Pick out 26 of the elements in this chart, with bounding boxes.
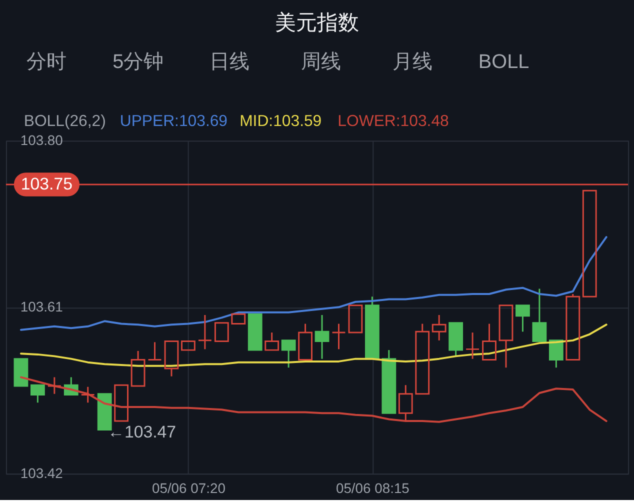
text: 日线 bbox=[210, 51, 250, 74]
text: 月线 bbox=[392, 51, 432, 74]
legend-title: BOLL(26,2) bbox=[24, 112, 106, 130]
y-tick-label: 103.80 bbox=[20, 132, 64, 148]
text: 周线 bbox=[300, 51, 341, 74]
annotation: ←103.47 bbox=[108, 422, 176, 442]
line-series bbox=[20, 324, 608, 367]
y-tick-label: 103.61 bbox=[20, 298, 64, 315]
text: 5分钟 bbox=[112, 51, 164, 74]
chart-title: 美元指数 bbox=[275, 11, 359, 34]
text: BOLL bbox=[478, 51, 530, 74]
candlestick bbox=[332, 323, 346, 350]
candlestick bbox=[314, 314, 330, 360]
candlestick bbox=[465, 332, 480, 360]
line-series bbox=[20, 236, 608, 331]
text: UPPER:103.69 bbox=[120, 112, 228, 130]
candlestick bbox=[432, 314, 446, 342]
y-tick-label: 103.42 bbox=[20, 465, 64, 482]
candlestick bbox=[198, 314, 212, 350]
text: LOWER:103.48 bbox=[338, 112, 450, 130]
x-tick-label: 05/06 07:20 bbox=[152, 480, 226, 496]
line-series bbox=[20, 376, 608, 423]
text: MID:103.59 bbox=[240, 112, 322, 130]
ref-line-label: 103.75 bbox=[20, 174, 73, 194]
x-tick-label: 05/06 08:15 bbox=[336, 480, 410, 496]
text: 分时 bbox=[26, 51, 67, 74]
